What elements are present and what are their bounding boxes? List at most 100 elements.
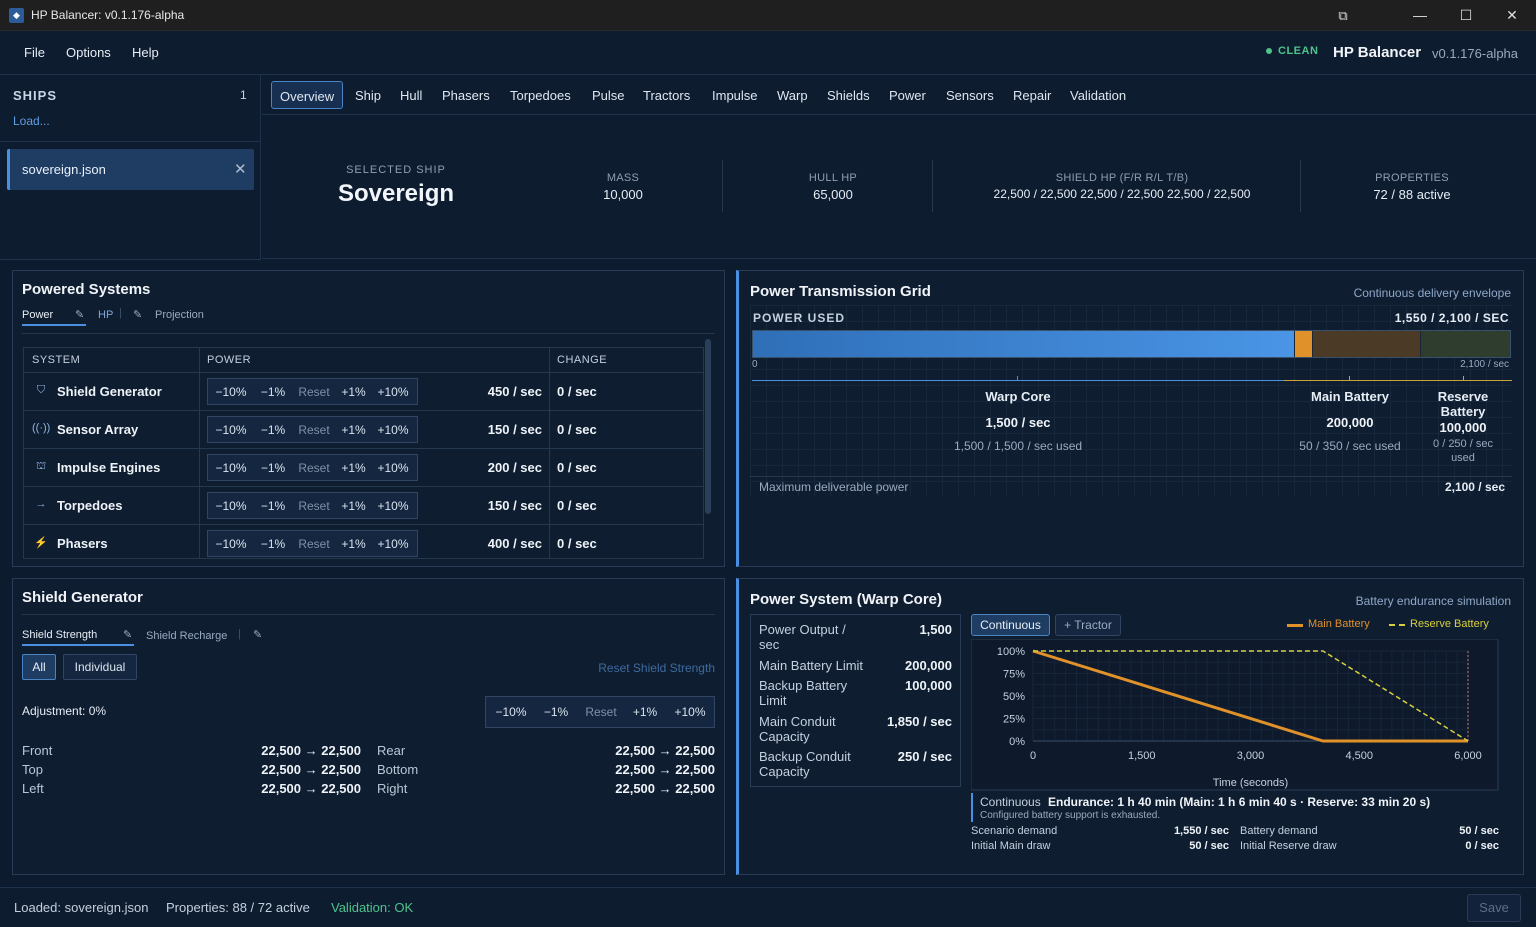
stat-value: 250 / sec: [897, 749, 952, 764]
plus-1-button[interactable]: +1%: [341, 537, 366, 551]
reset-button[interactable]: Reset: [298, 423, 330, 437]
tab-pulse[interactable]: Pulse: [592, 88, 625, 103]
plus-10-button[interactable]: +10%: [377, 499, 409, 513]
app-name: HP Balancer: [1333, 44, 1422, 61]
plus-10-button[interactable]: +10%: [377, 461, 409, 475]
close-button[interactable]: ✕: [1506, 7, 1518, 23]
change-value: 0 / sec: [557, 536, 597, 551]
power-value: 200 / sec: [487, 460, 542, 475]
selected-ship-name: Sovereign: [337, 180, 455, 207]
minus-10-button[interactable]: −10%: [215, 423, 247, 437]
source-warp-core: Warp Core 1,500 / sec 1,500 / 1,500 / se…: [953, 389, 1083, 453]
plus-1-button[interactable]: +1%: [341, 499, 366, 513]
subtab-shield-strength[interactable]: Shield Strength: [22, 629, 134, 646]
mass-label: MASS: [606, 172, 640, 184]
reset-button[interactable]: Reset: [298, 461, 330, 475]
close-icon[interactable]: ✕: [234, 161, 247, 178]
minimize-button[interactable]: —: [1413, 7, 1427, 23]
demand-label: Initial Main draw: [971, 840, 1051, 852]
tab-sensors[interactable]: Sensors: [946, 88, 994, 103]
ship-file-item[interactable]: sovereign.json ✕: [7, 149, 254, 190]
power-value: 150 / sec: [487, 422, 542, 437]
scrollbar-thumb[interactable]: [705, 339, 711, 514]
facing-value: 22,500 → 22,500: [615, 743, 715, 758]
divider: [0, 141, 260, 142]
reset-button[interactable]: Reset: [298, 499, 330, 513]
plus-1-button[interactable]: +1%: [341, 423, 366, 437]
individual-button[interactable]: Individual: [63, 654, 137, 680]
reset-button[interactable]: Reset: [298, 385, 330, 399]
minus-10-button[interactable]: −10%: [495, 705, 527, 719]
reset-button[interactable]: Reset: [298, 537, 330, 551]
minus-1-button[interactable]: −1%: [260, 461, 286, 475]
tab-hull[interactable]: Hull: [400, 88, 423, 103]
y-tick-label: 50%: [1003, 691, 1025, 703]
properties-status: Properties: 88 / 72 active: [166, 900, 310, 915]
tab-ship[interactable]: Ship: [355, 88, 382, 103]
all-button[interactable]: All: [22, 654, 56, 680]
maximize-button[interactable]: ☐: [1459, 7, 1473, 23]
tab-shields[interactable]: Shields: [827, 88, 870, 103]
subtab-hp[interactable]: HP: [98, 309, 114, 321]
bar-segment: [1293, 331, 1312, 357]
minus-1-button[interactable]: −1%: [260, 385, 286, 399]
menu-options[interactable]: Options: [66, 45, 111, 60]
tab-overview[interactable]: Overview: [271, 81, 344, 109]
menu-file[interactable]: File: [24, 45, 45, 60]
tab-tractors[interactable]: Tractors: [643, 88, 691, 103]
plus-1-button[interactable]: +1%: [341, 385, 366, 399]
menu-help[interactable]: Help: [132, 45, 159, 60]
plus-10-button[interactable]: +10%: [674, 705, 706, 719]
plus-10-button[interactable]: +10%: [377, 385, 409, 399]
save-button[interactable]: Save: [1467, 894, 1521, 922]
minus-1-button[interactable]: −1%: [260, 499, 286, 513]
minus-10-button[interactable]: −10%: [215, 499, 247, 513]
subtab-shield-recharge[interactable]: Shield Recharge: [146, 630, 228, 642]
panel-subtitle: Continuous delivery envelope: [1353, 286, 1511, 300]
plus-1-button[interactable]: +1%: [632, 705, 658, 719]
minus-1-button[interactable]: −1%: [260, 423, 286, 437]
minus-10-button[interactable]: −10%: [215, 537, 247, 551]
ships-title: SHIPS: [13, 88, 58, 103]
series-line-reserve-battery: [1033, 650, 1469, 742]
endurance-accent: [971, 793, 973, 822]
ships-sidebar: SHIPS 1 Load... sovereign.json ✕: [0, 75, 261, 260]
power-used-value: 1,550 / 2,100 / SEC: [1394, 311, 1509, 325]
tab-warp[interactable]: Warp: [777, 88, 808, 103]
restore-icon[interactable]: ⧉: [1338, 8, 1348, 23]
reset-button[interactable]: Reset: [585, 705, 617, 719]
tab-phasers[interactable]: Phasers: [442, 88, 490, 103]
tab-impulse[interactable]: Impulse: [712, 88, 758, 103]
plus-10-button[interactable]: +10%: [377, 537, 409, 551]
plus-1-button[interactable]: +1%: [341, 461, 366, 475]
mode-tractor-button[interactable]: + Tractor: [1055, 614, 1121, 636]
ships-count: 1: [240, 88, 247, 102]
edit-icon[interactable]: ✎: [75, 309, 85, 321]
demand-label: Battery demand: [1240, 825, 1318, 837]
plus-10-button[interactable]: +10%: [377, 423, 409, 437]
mode-continuous-button[interactable]: Continuous: [971, 614, 1050, 636]
tab-validation[interactable]: Validation: [1070, 88, 1127, 103]
load-ship-link[interactable]: Load...: [13, 114, 50, 128]
tab-power[interactable]: Power: [889, 88, 926, 103]
subtab-projection[interactable]: Projection: [155, 309, 204, 321]
tab-repair[interactable]: Repair: [1013, 88, 1052, 103]
subtab-power[interactable]: Power: [22, 309, 86, 326]
legend-swatch: [1389, 624, 1405, 626]
power-adjust-buttons: −10% −1% Reset +1% +10%: [207, 454, 418, 481]
minus-10-button[interactable]: −10%: [215, 385, 247, 399]
edit-icon[interactable]: ✎: [253, 629, 263, 641]
x-tick-label: 6,000: [1454, 750, 1482, 762]
divider: [549, 348, 550, 558]
edit-icon[interactable]: ✎: [133, 309, 143, 321]
x-axis-label: Time (seconds): [1213, 777, 1288, 789]
divider: [722, 160, 723, 212]
minus-1-button[interactable]: −1%: [543, 705, 569, 719]
minus-10-button[interactable]: −10%: [215, 461, 247, 475]
validation-status: Validation: OK: [331, 900, 414, 915]
change-value: 0 / sec: [557, 460, 597, 475]
minus-1-button[interactable]: −1%: [260, 537, 286, 551]
reset-shield-strength-link[interactable]: Reset Shield Strength: [598, 661, 715, 675]
edit-icon[interactable]: ✎: [123, 629, 133, 641]
tab-torpedoes[interactable]: Torpedoes: [510, 88, 571, 103]
